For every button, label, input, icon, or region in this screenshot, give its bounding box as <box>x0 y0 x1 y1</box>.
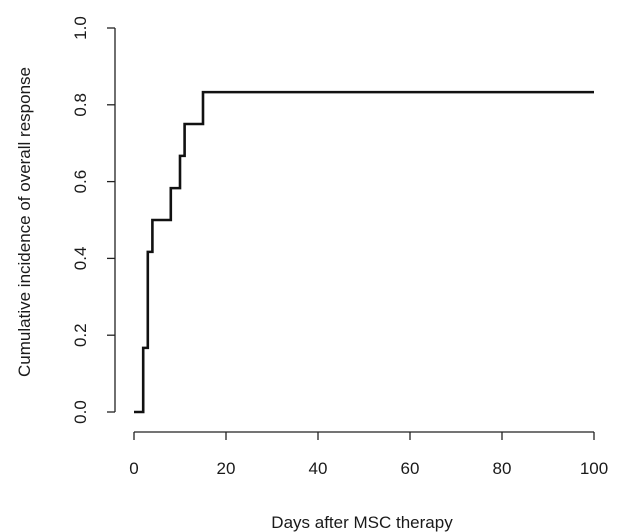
x-axis-label: Days after MSC therapy <box>271 513 453 532</box>
x-tick-label: 100 <box>580 459 608 478</box>
y-axis: 0.0 0.2 0.4 0.6 0.8 1.0 <box>71 16 116 424</box>
y-tick-label: 0.8 <box>71 93 90 117</box>
y-tick-label: 1.0 <box>71 16 90 40</box>
y-tick-label: 0.6 <box>71 170 90 194</box>
y-tick-label: 0.2 <box>71 323 90 347</box>
x-axis: 0 20 40 60 80 100 <box>129 431 608 478</box>
x-tick-label: 20 <box>217 459 236 478</box>
x-tick-label: 40 <box>309 459 328 478</box>
x-tick-label: 0 <box>129 459 138 478</box>
y-tick-label: 0.4 <box>71 247 90 271</box>
plot-area <box>134 90 594 414</box>
x-tick-label: 60 <box>401 459 420 478</box>
cumulative-incidence-step-line <box>134 90 594 414</box>
y-axis-label: Cumulative incidence of overall response <box>15 67 34 377</box>
y-tick-label: 0.0 <box>71 400 90 424</box>
x-tick-label: 80 <box>493 459 512 478</box>
